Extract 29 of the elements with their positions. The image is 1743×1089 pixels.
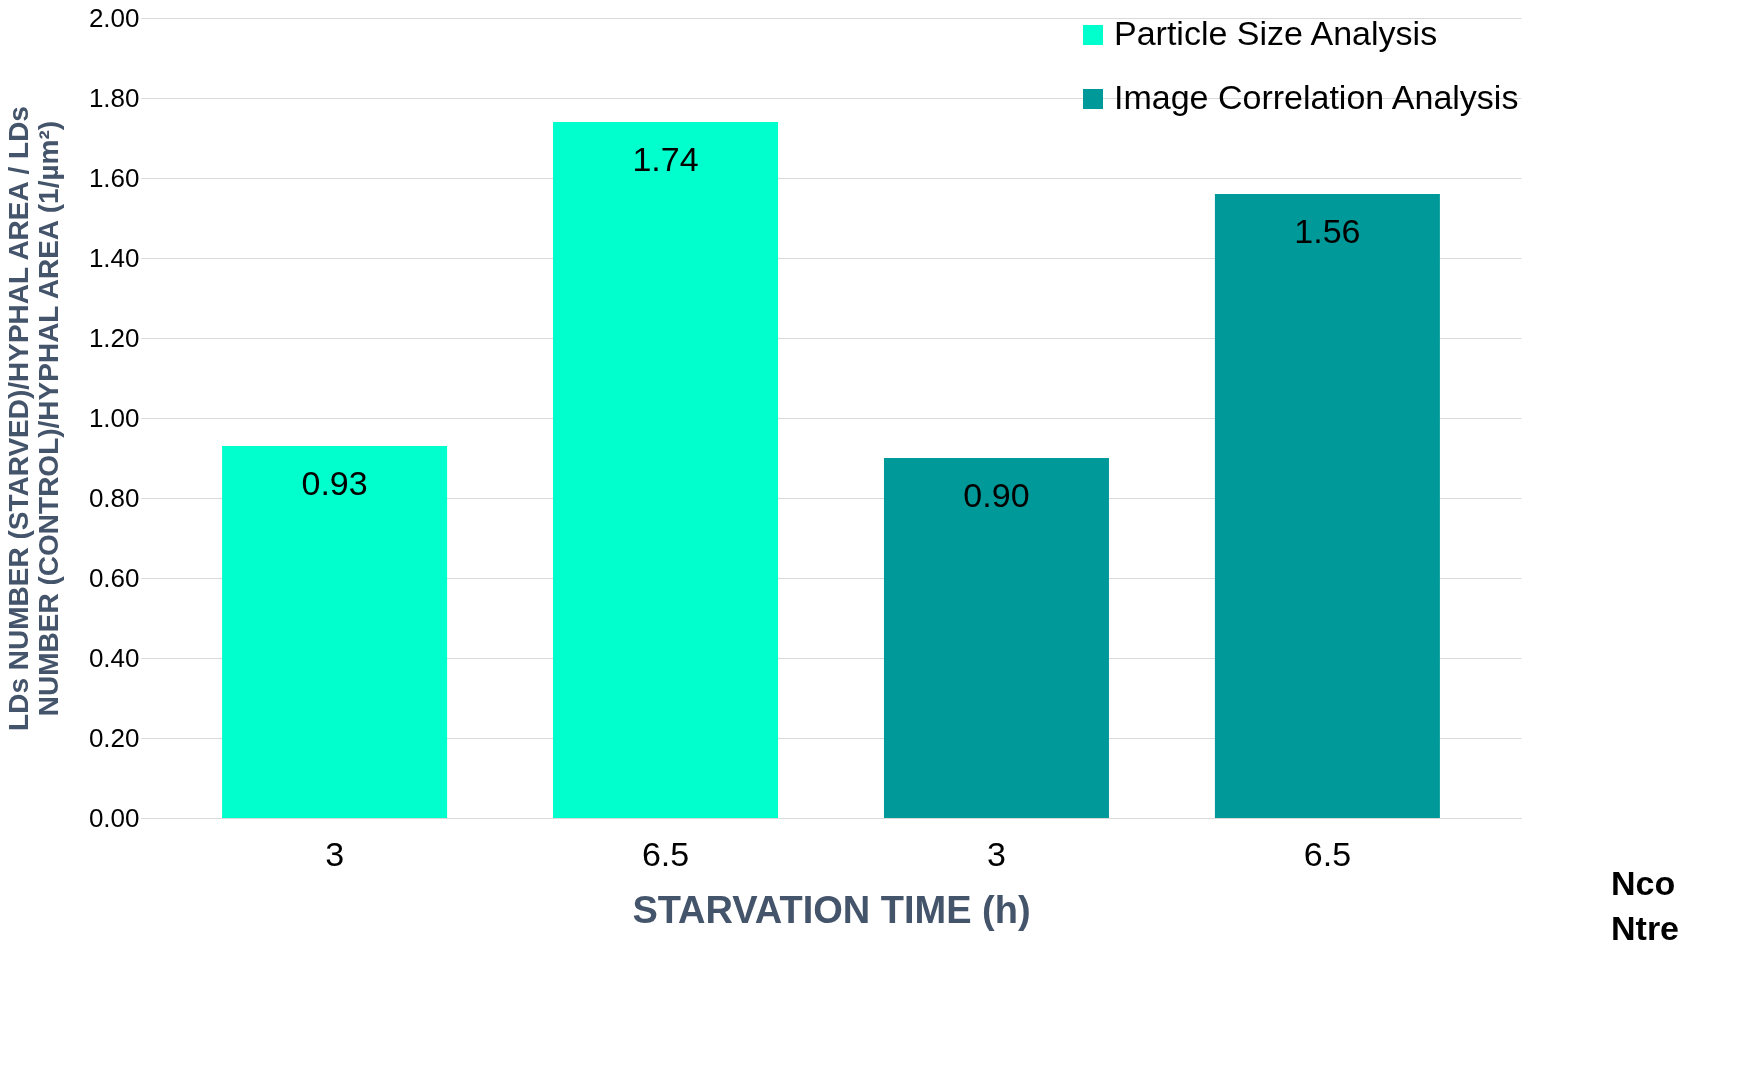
- text: Ntre: [1611, 909, 1680, 947]
- y-tick-label: 0.60: [88, 562, 140, 593]
- x-tick-label: 3: [325, 834, 345, 873]
- bar: [222, 446, 448, 818]
- x-tick-label: 3: [987, 834, 1006, 873]
- x-axis-title: STARVATION TIME (h): [632, 888, 1031, 931]
- bar: [1214, 194, 1440, 818]
- y-tick-label: 1.40: [88, 242, 140, 273]
- y-tick-label: 0.40: [88, 642, 140, 673]
- y-tick-label: 1.60: [88, 162, 140, 193]
- legend-label: Image Correlation Analysis: [1114, 78, 1519, 116]
- y-tick-label: 1.20: [88, 322, 140, 353]
- y-tick-label: 0.20: [88, 722, 140, 753]
- x-tick-label: 6.5: [1303, 834, 1352, 873]
- text: 1.56: [1294, 212, 1361, 250]
- x-tick-label: 6.5: [641, 834, 690, 873]
- text: 1.74: [632, 140, 699, 178]
- y-axis-title: LDs NUMBER (STARVED)/HYPHAL AREA / LDs NUMBER (CONTROL)/HYPHAL AREA (1/µm²): [2, 106, 64, 731]
- y-tick-label: 1.00: [88, 402, 140, 433]
- y-tick-label: 2.00: [88, 2, 140, 33]
- text: Nco: [1611, 864, 1676, 902]
- bar: [883, 458, 1109, 818]
- y-tick-label: 0.80: [88, 482, 140, 513]
- bar: [553, 122, 779, 818]
- y-tick-label: 0.00: [88, 802, 140, 833]
- legend-label: Particle Size Analysis: [1114, 14, 1438, 52]
- y-tick-label: 1.80: [88, 82, 140, 113]
- text: 0.90: [963, 476, 1030, 514]
- text: 0.93: [301, 464, 368, 502]
